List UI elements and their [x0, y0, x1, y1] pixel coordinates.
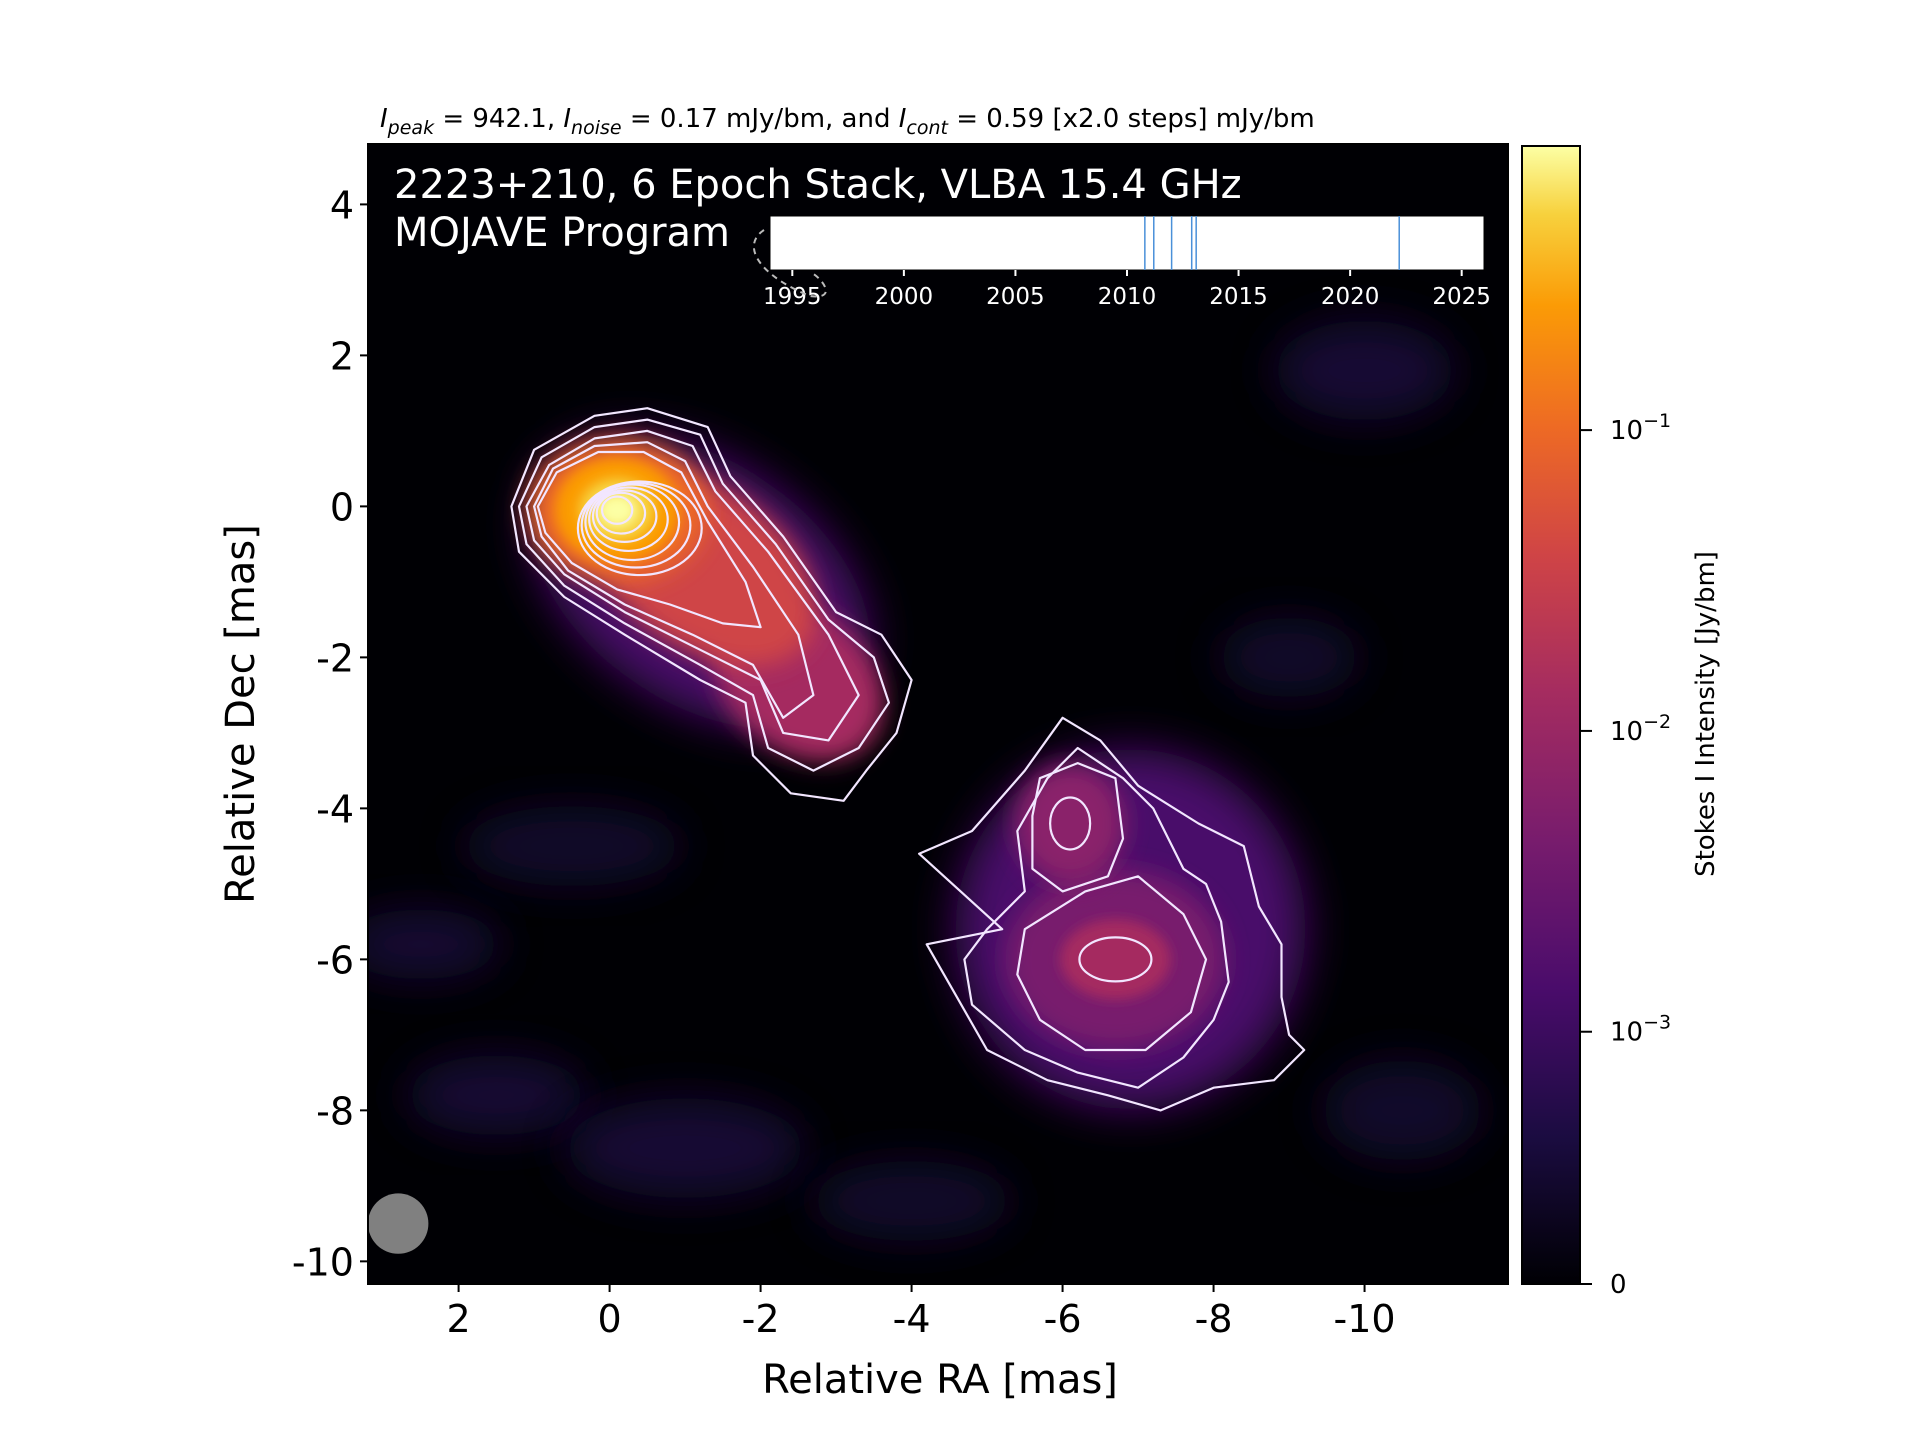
- background-noise-blob: [1322, 1060, 1483, 1161]
- y-tick-label: -6: [316, 938, 354, 982]
- core-contour: [584, 483, 681, 562]
- plot-frame: [367, 143, 1509, 1285]
- timeline-tick-label: 2020: [1321, 284, 1380, 310]
- contour-lines: [510, 407, 1306, 1112]
- i-peak-subscript: peak: [387, 117, 435, 139]
- colorbar-tick-label: 0: [1610, 1270, 1627, 1300]
- colorbar-gradient: [1521, 145, 1581, 1285]
- core-contour: [576, 480, 703, 577]
- contour-level-2: [517, 418, 890, 772]
- emission-map: [368, 320, 1483, 1241]
- core-contour: [600, 495, 634, 525]
- x-tick-label: -4: [893, 1297, 931, 1341]
- lobe-contour-level-2: [963, 746, 1230, 1089]
- y-tick-label: 0: [330, 485, 354, 529]
- x-tick-label: -8: [1195, 1297, 1233, 1341]
- background-noise-blob: [1274, 320, 1455, 421]
- x-tick-label: -10: [1334, 1297, 1396, 1341]
- i-noise-subscript: noise: [571, 117, 622, 139]
- i-cont-value: = 0.59 [x2.0 steps] mJy/bm: [948, 104, 1315, 134]
- core-contour: [588, 486, 669, 553]
- colorbar: 10−1 10−2 10−3 0 Stokes I Intensity [Jy/bm]: [1521, 145, 1721, 1300]
- knot-emission: [1015, 763, 1126, 884]
- core-contour: [591, 489, 658, 543]
- x-tick-label: 0: [597, 1297, 621, 1341]
- i-noise-value: = 0.17 mJy/bm, and: [622, 104, 899, 134]
- lobe-peak: [1060, 919, 1171, 1000]
- timeline-tick-label: 2025: [1432, 284, 1491, 310]
- background-noise-blob: [811, 1160, 1012, 1241]
- y-tick-label: 2: [330, 334, 354, 378]
- i-noise-symbol: I: [563, 104, 571, 134]
- i-cont-symbol: I: [899, 104, 907, 134]
- colorbar-tick-label: 10−1: [1610, 410, 1671, 446]
- x-tick-label: 2: [447, 1297, 471, 1341]
- epoch-timeline-inset: 1995 2000 2005 2010 2015 2020 2025: [752, 215, 1491, 310]
- background-noise-blob: [461, 806, 682, 887]
- timeline-box: [769, 215, 1485, 271]
- core-contour: [595, 491, 647, 535]
- y-tick-label: -4: [316, 787, 354, 831]
- y-tick-label: 4: [330, 183, 354, 227]
- lobe-contour-level-1: [918, 716, 1306, 1112]
- lobe-contour-level-3: [1016, 875, 1208, 1052]
- colorbar-label: Stokes I Intensity [Jy/bm]: [1691, 551, 1721, 877]
- source-title: 2223+210, 6 Epoch Stack, VLBA 15.4 GHz: [394, 162, 1242, 208]
- y-tick-label: -10: [292, 1240, 354, 1284]
- timeline-tick-label: 2015: [1209, 284, 1268, 310]
- core-peak: [597, 493, 638, 528]
- timeline-tick-label: 2005: [986, 284, 1045, 310]
- y-axis-label: Relative Dec [mas]: [218, 524, 264, 904]
- y-tick-label: -8: [316, 1089, 354, 1133]
- contour-level-3: [525, 429, 860, 742]
- x-tick-label: -2: [742, 1297, 780, 1341]
- program-label: MOJAVE Program: [394, 210, 730, 256]
- i-cont-subscript: cont: [906, 117, 949, 139]
- y-tick-label: -2: [316, 636, 354, 680]
- contour-level-5: [536, 450, 762, 629]
- timeline-tick-label: 2000: [875, 284, 934, 310]
- i-peak-symbol: I: [380, 104, 388, 134]
- background-noise-blob: [368, 909, 501, 980]
- knot-contour-level-2: [1049, 796, 1092, 851]
- x-axis-label: Relative RA [mas]: [762, 1357, 1118, 1403]
- x-tick-label: -6: [1044, 1297, 1082, 1341]
- background-noise-blob: [406, 1055, 587, 1136]
- contour-level-1: [510, 407, 913, 802]
- image-plot-area: 2 0 -2 -4 -6 -8 -10 4 2 0 -2 -4 -6 -8 -10: [292, 143, 1509, 1341]
- colorbar-tick-label: 10−2: [1610, 711, 1671, 747]
- background-noise-blob: [1219, 617, 1360, 698]
- core-contour: [580, 481, 692, 569]
- contour-level-4: [533, 441, 815, 719]
- chart-header: Ipeak = 942.1, Inoise = 0.17 mJy/bm, and…: [380, 104, 1315, 139]
- knot-contour-level-1: [1031, 762, 1125, 893]
- lobe-contour-level-4: [1078, 936, 1153, 983]
- background-noise-blob: [565, 1098, 806, 1199]
- i-peak-value: = 942.1,: [434, 104, 563, 134]
- colorbar-tick-label: 10−3: [1610, 1012, 1671, 1048]
- beam-ellipse: [368, 1193, 429, 1254]
- timeline-tick-label: 2010: [1098, 284, 1157, 310]
